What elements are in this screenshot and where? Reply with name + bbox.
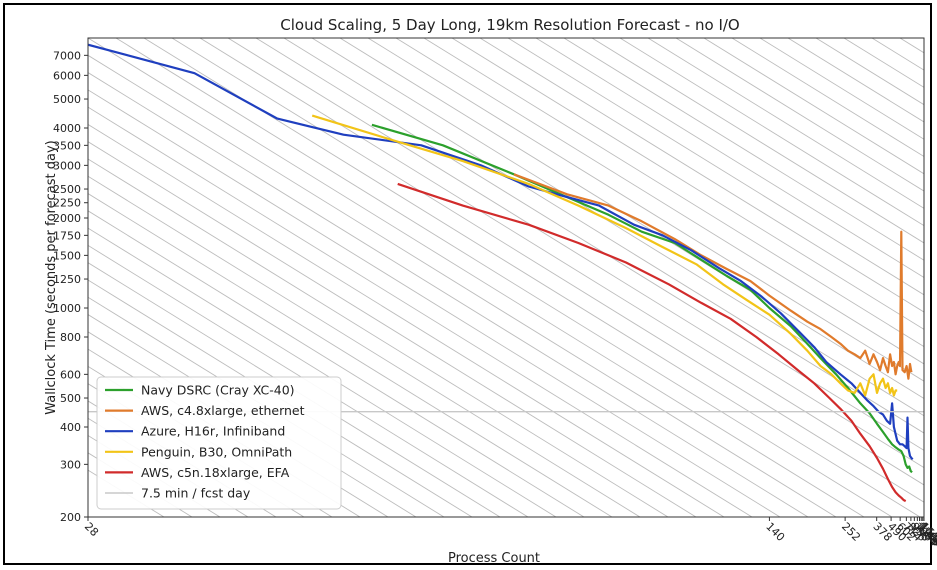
y-tick-label: 2000 xyxy=(53,212,81,225)
grid-line xyxy=(479,38,924,313)
grid-line xyxy=(88,54,837,517)
grid-line xyxy=(563,38,924,261)
grid-line xyxy=(88,89,781,517)
y-tick-label: 6000 xyxy=(53,69,81,82)
y-tick-label: 300 xyxy=(60,458,81,471)
grid-line xyxy=(787,38,924,123)
grid-line xyxy=(88,141,697,517)
grid-line xyxy=(88,244,529,517)
legend-box xyxy=(96,376,342,510)
grid-line xyxy=(88,158,669,517)
x-axis: 28 140 252 37849060271482693810641176128814… xyxy=(82,517,937,549)
grid-line xyxy=(928,38,937,517)
grid-line xyxy=(115,38,893,517)
x-tick-label: 140 xyxy=(763,520,787,544)
y-tick-label: 1500 xyxy=(53,249,81,262)
grid-line xyxy=(731,38,924,158)
y-tick-label: 4000 xyxy=(53,122,81,135)
y-tick-label: 1000 xyxy=(53,302,81,315)
grid-line xyxy=(171,38,924,503)
y-tick-label: 600 xyxy=(60,368,81,381)
legend-label: Penguin, B30, OmniPath xyxy=(141,444,292,459)
legend-label: Navy DSRC (Cray XC-40) xyxy=(141,383,295,398)
x-tick-label: 252 xyxy=(839,520,863,544)
y-tick-label: 3500 xyxy=(53,139,81,152)
grid-line xyxy=(88,193,613,517)
y-tick-label: 7000 xyxy=(53,49,81,62)
series-line-1 xyxy=(513,173,913,380)
y-tick-label: 1750 xyxy=(53,229,81,242)
grid-line xyxy=(451,38,924,330)
grid-line xyxy=(367,38,924,382)
chart-title: Cloud Scaling, 5 Day Long, 19km Resoluti… xyxy=(280,16,739,34)
grid-line xyxy=(675,38,924,192)
y-tick-label: 500 xyxy=(60,392,81,405)
grid-line xyxy=(88,72,809,517)
grid-line xyxy=(88,210,585,517)
legend-label: 7.5 min / fcst day xyxy=(141,486,251,501)
legend-label: AWS, c5n.18xlarge, EFA xyxy=(141,465,290,480)
grid-line xyxy=(339,38,924,400)
grid-line xyxy=(88,262,501,517)
y-tick-label: 5000 xyxy=(53,93,81,106)
grid-line xyxy=(199,38,924,486)
grid-line xyxy=(88,106,753,517)
grid-line xyxy=(423,38,924,348)
y-tick-label: 200 xyxy=(60,511,81,524)
grid-line xyxy=(507,38,924,296)
series-line-4 xyxy=(397,182,907,503)
grid-line xyxy=(843,38,924,88)
grid-line xyxy=(227,38,924,469)
grid-line xyxy=(255,38,924,451)
y-tick-label: 2500 xyxy=(53,183,81,196)
grid-line xyxy=(899,38,924,54)
grid-line xyxy=(88,227,557,517)
y-tick-label: 2250 xyxy=(53,197,81,210)
grid-line xyxy=(88,38,865,517)
grid-line xyxy=(88,123,725,517)
series-line-0 xyxy=(371,123,913,474)
y-tick-label: 400 xyxy=(60,421,81,434)
grid-line xyxy=(591,38,924,244)
y-tick-label: 1250 xyxy=(53,273,81,286)
grid-line xyxy=(759,38,924,140)
y-axis: 200 300 400 500 600 800 1000 1250 1500 1750 2000 22… xyxy=(53,49,88,524)
grid-line xyxy=(703,38,924,175)
plot-area xyxy=(87,37,925,518)
y-tick-label: 3000 xyxy=(53,159,81,172)
grid-line xyxy=(283,38,924,434)
grid-line xyxy=(143,38,921,517)
grid-line xyxy=(88,175,641,517)
grid-line xyxy=(88,435,221,517)
legend: Navy DSRC (Cray XC-40) AWS, c4.8xlarge, e… xyxy=(96,376,342,510)
grid-line xyxy=(619,38,924,227)
grid-line xyxy=(647,38,924,209)
legend-label: Azure, H16r, Infiniband xyxy=(141,424,285,439)
x-tick-label: 28 xyxy=(82,520,101,539)
legend-label: AWS, c4.8xlarge, ethernet xyxy=(141,403,305,418)
grid-line xyxy=(311,38,924,417)
y-axis-label: Wallclock Time (seconds per forecast day… xyxy=(44,140,59,414)
y-tick-label: 800 xyxy=(60,331,81,344)
series-line-3 xyxy=(311,114,898,397)
grid-line xyxy=(395,38,924,365)
series-layer xyxy=(88,43,924,503)
x-axis-label: Process Count xyxy=(448,551,540,566)
grid-line xyxy=(88,279,473,517)
